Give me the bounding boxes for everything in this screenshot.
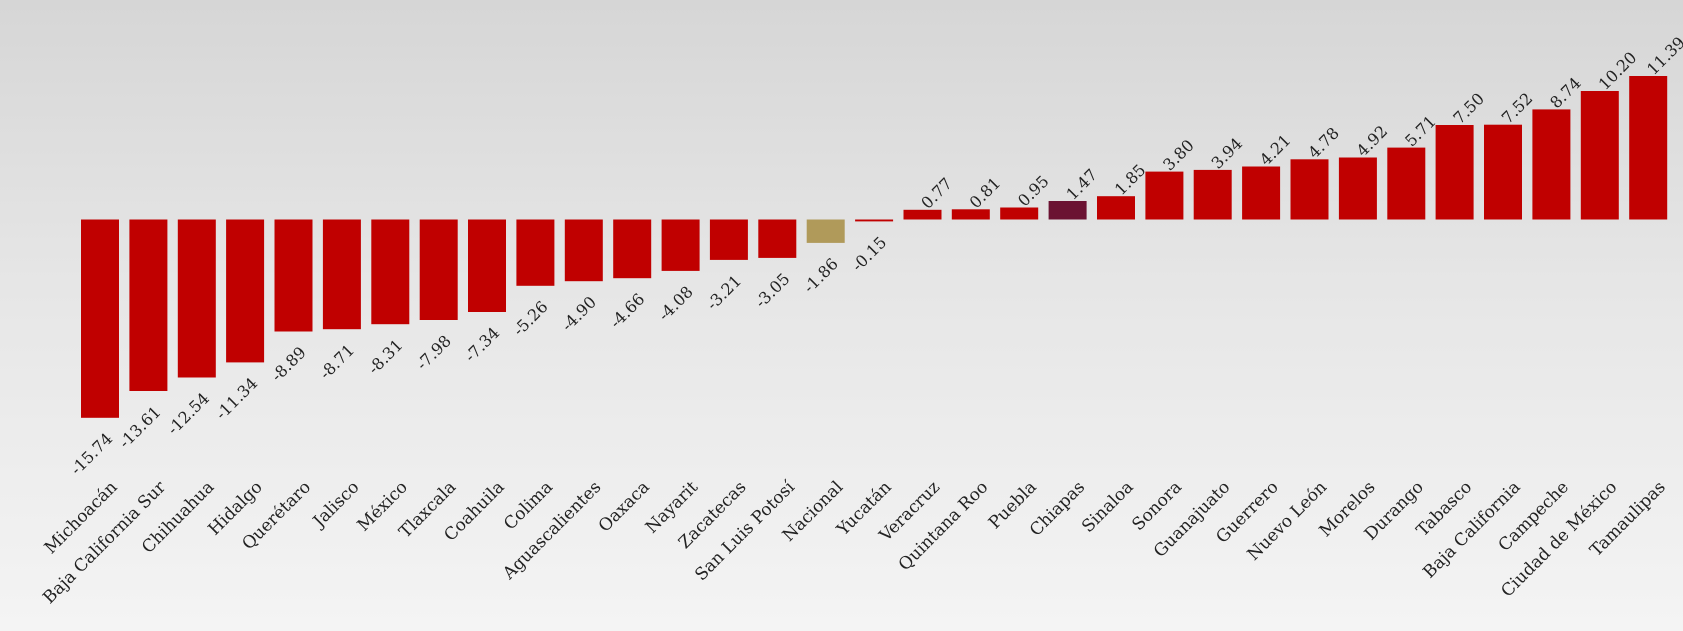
value-label-chihuahua: -12.54 — [163, 389, 213, 439]
bar-mexico — [371, 219, 410, 325]
value-label-tabasco: 7.50 — [1449, 89, 1488, 128]
bar-yucatan — [855, 219, 894, 222]
value-label-nuevo-leon: 4.78 — [1304, 123, 1343, 162]
value-label-baja-california: 7.52 — [1498, 89, 1537, 128]
value-label-sonora: 3.80 — [1159, 136, 1198, 175]
value-label-coahuila: -7.34 — [461, 323, 503, 365]
value-label-morelos: 4.92 — [1353, 122, 1392, 161]
bar-sinaloa — [1097, 196, 1135, 220]
bar-san-luis-potosi — [758, 219, 797, 258]
bar-veracruz — [903, 209, 942, 220]
bar-nacional — [806, 219, 845, 243]
bar-aguascalientes — [564, 219, 603, 282]
value-label-aguascalientes: -4.90 — [558, 292, 600, 334]
bar-morelos — [1338, 157, 1377, 220]
value-label-colima: -5.26 — [509, 297, 551, 339]
value-label-puebla: 0.95 — [1014, 172, 1053, 211]
value-label-veracruz: 0.77 — [917, 174, 956, 213]
category-label-jalisco: Jalisco — [308, 477, 363, 532]
value-label-hidalgo: -11.34 — [212, 374, 262, 424]
bar-hidalgo — [226, 219, 265, 363]
value-label-michoacan: -15.74 — [67, 429, 117, 479]
bar-baja-california-sur — [129, 219, 168, 391]
bar-chiapas — [1048, 201, 1087, 220]
bar-ciudad-de-mexico — [1580, 91, 1619, 220]
value-label-yucatan: -0.15 — [848, 233, 890, 275]
bar-jalisco — [322, 219, 361, 330]
bar-guerrero — [1242, 166, 1281, 220]
bar-michoacan — [81, 219, 119, 418]
value-label-nacional: -1.86 — [799, 254, 841, 296]
bar-guanajuato — [1193, 169, 1232, 220]
value-label-durango: 5.71 — [1401, 112, 1440, 151]
bar-zacatecas — [709, 219, 748, 260]
value-label-chiapas: 1.47 — [1062, 165, 1101, 204]
bar-coahuila — [468, 219, 506, 312]
bar-durango — [1387, 147, 1426, 220]
value-label-guerrero: 4.21 — [1256, 131, 1295, 170]
bar-tabasco — [1435, 125, 1474, 220]
value-label-mexico: -8.31 — [364, 335, 406, 377]
value-label-oaxaca: -4.66 — [606, 289, 648, 331]
value-label-tamaulipas: 11.39 — [1643, 33, 1683, 79]
bar-nuevo-leon — [1290, 159, 1329, 220]
bar-nayarit — [661, 219, 700, 271]
category-label-sinaloa: Sinaloa — [1078, 477, 1137, 536]
bar-chihuahua — [177, 219, 216, 378]
value-label-guanajuato: 3.94 — [1208, 134, 1247, 173]
value-label-sinaloa: 1.85 — [1111, 160, 1150, 199]
value-label-jalisco: -8.71 — [316, 340, 358, 382]
bar-campeche — [1532, 109, 1571, 220]
bars-group — [81, 76, 1668, 418]
bar-queretaro — [274, 219, 313, 332]
bar-tamaulipas — [1629, 76, 1668, 220]
bar-oaxaca — [613, 219, 652, 279]
value-label-quintana-roo: 0.81 — [966, 173, 1005, 212]
value-label-tlaxcala: -7.98 — [412, 331, 454, 373]
bar-tlaxcala — [419, 219, 458, 320]
value-label-san-luis-potosi: -3.05 — [751, 269, 793, 311]
value-label-queretaro: -8.89 — [267, 343, 309, 385]
bar-sonora — [1145, 171, 1184, 220]
bar-quintana-roo — [951, 209, 990, 220]
bar-colima — [516, 219, 555, 286]
value-label-baja-california-sur: -13.61 — [115, 402, 165, 452]
value-label-nayarit: -4.08 — [654, 282, 696, 324]
category-label-quintana-roo: Quintana Roo — [895, 477, 993, 575]
value-label-zacatecas: -3.21 — [703, 271, 745, 313]
bar-puebla — [1000, 207, 1039, 220]
bar-baja-california — [1484, 124, 1522, 220]
value-label-campeche: 8.74 — [1546, 74, 1585, 113]
